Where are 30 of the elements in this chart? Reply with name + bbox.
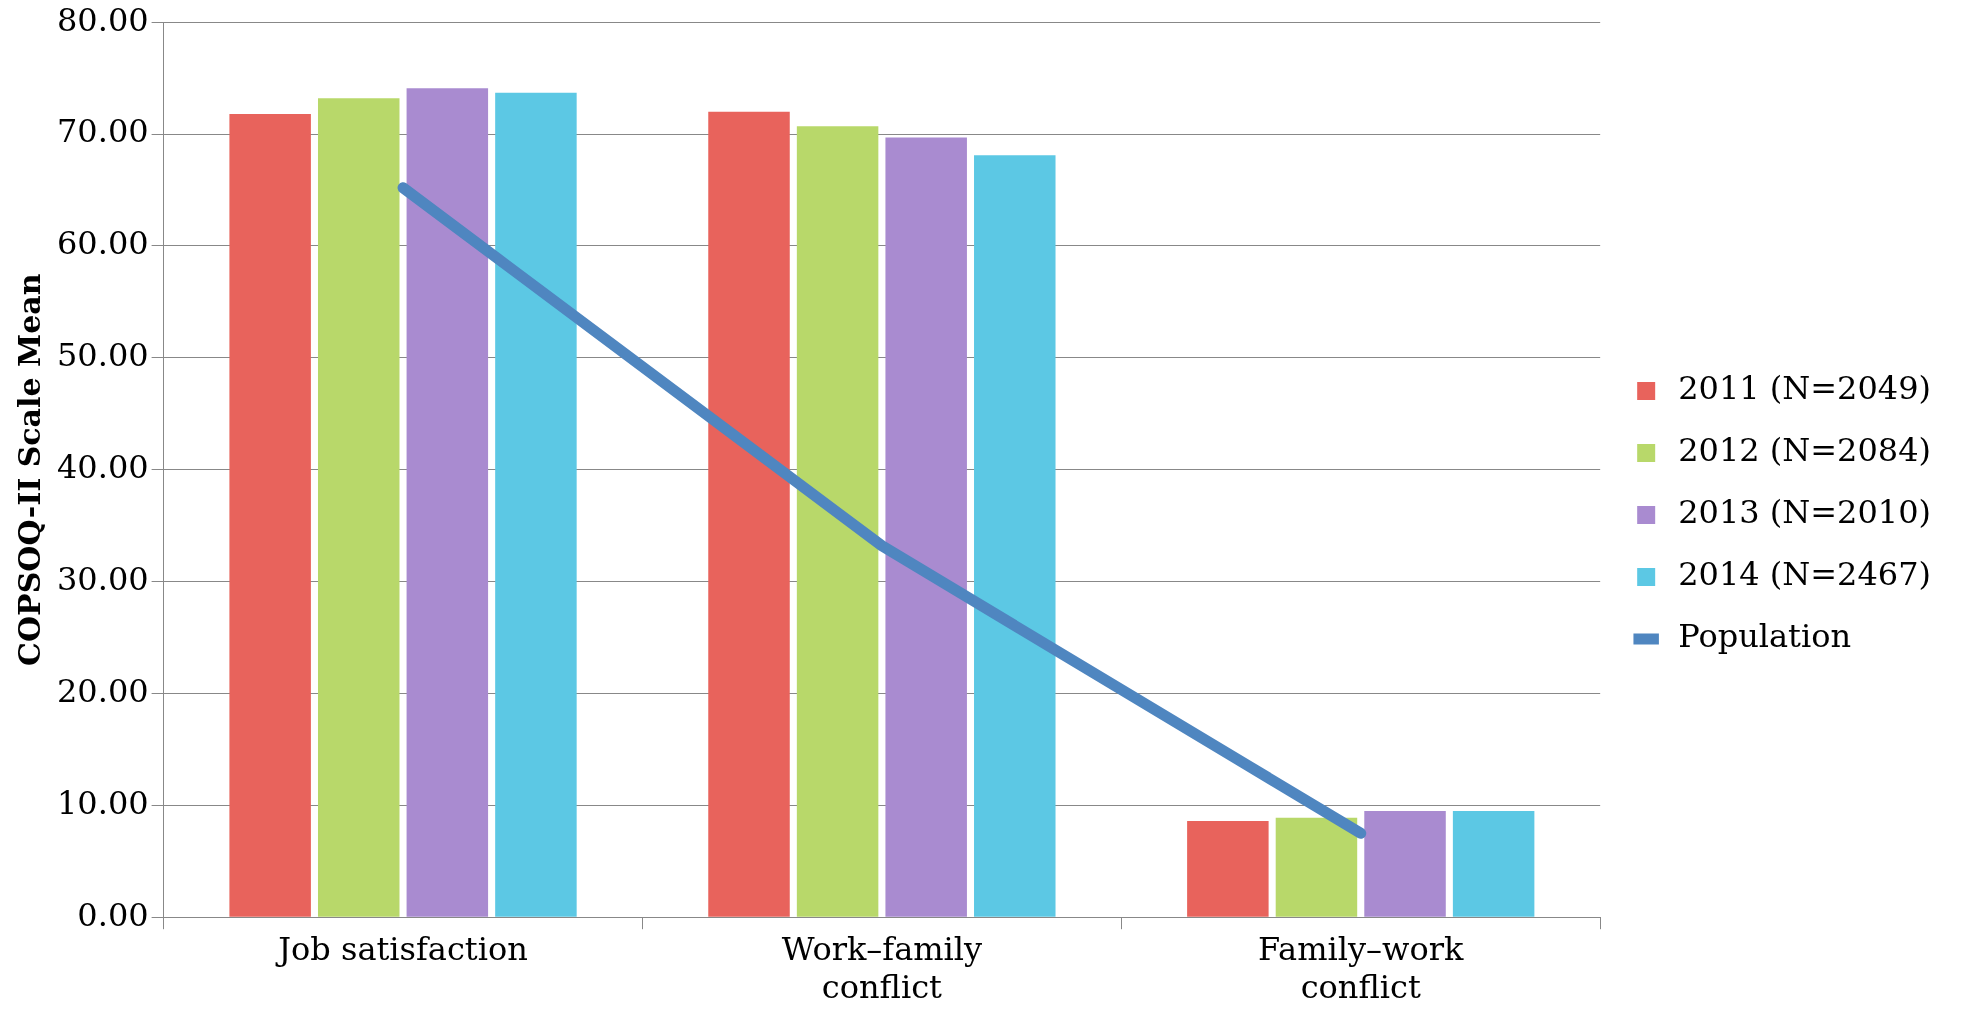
y-axis-title: COPSOQ-II Scale Mean (11, 273, 47, 666)
bar (495, 92, 577, 917)
bar (1364, 810, 1446, 917)
bar (229, 113, 311, 917)
x-tick-label: Job satisfaction (275, 929, 528, 968)
x-tick-label: Family–work conflict (1258, 929, 1465, 1007)
y-tick-label: 70.00 (57, 112, 149, 151)
bar (1187, 820, 1269, 917)
y-tick-label: 30.00 (57, 559, 149, 598)
legend-label: 2013 (N=2010) (1678, 493, 1931, 532)
bar (1275, 817, 1358, 917)
y-tick-label: 80.00 (57, 0, 149, 39)
y-tick-label: 20.00 (57, 671, 149, 710)
legend-label: 2012 (N=2084) (1678, 431, 1931, 470)
y-tick-label: 60.00 (57, 224, 149, 263)
x-tick-label: Work–family conflict (781, 929, 983, 1007)
bar (708, 111, 790, 917)
bar (796, 126, 879, 917)
bar (974, 155, 1056, 917)
y-tick-label: 40.00 (57, 448, 149, 487)
bar (885, 137, 967, 917)
bar (317, 98, 400, 917)
y-tick-label: 50.00 (57, 336, 149, 375)
bar (406, 88, 489, 917)
legend-label: 2011 (N=2049) (1678, 369, 1931, 408)
y-tick-label: 10.00 (57, 783, 149, 822)
legend-label: Population (1678, 617, 1852, 656)
y-tick-label: 0.00 (77, 895, 149, 934)
bar (1452, 810, 1535, 917)
legend-label: 2014 (N=2467) (1678, 555, 1931, 594)
